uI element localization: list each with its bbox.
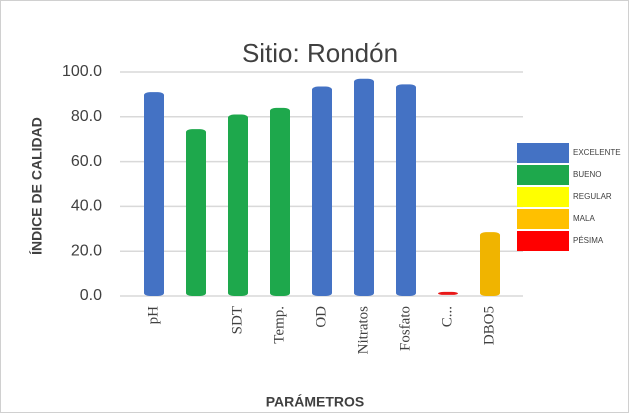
legend-label: PÉSIMA — [573, 236, 604, 245]
x-tick-label: Temp. — [271, 306, 287, 344]
x-tick-label: SDT — [229, 306, 245, 334]
bar — [396, 84, 416, 296]
bar — [354, 78, 374, 296]
legend-label: MALA — [573, 214, 595, 223]
x-tick-label: Fosfato — [397, 306, 413, 351]
x-tick-label: DBO5 — [481, 306, 497, 345]
legend-swatch — [517, 143, 569, 163]
x-tick-label: pH — [145, 306, 161, 325]
bar — [480, 232, 500, 296]
y-tick-label: 0.0 — [80, 287, 102, 304]
y-axis-label: ÍNDICE DE CALIDAD — [29, 117, 45, 255]
bar — [438, 291, 458, 295]
bar — [228, 114, 248, 296]
bar — [144, 92, 164, 296]
legend-label: EXCELENTE — [573, 148, 621, 157]
y-tick-label: 100.0 — [62, 63, 102, 80]
legend-swatch — [517, 231, 569, 251]
x-axis-label: PARÁMETROS — [266, 394, 365, 410]
x-tick-label: C... — [439, 306, 455, 327]
legend-swatch — [517, 209, 569, 229]
y-tick-label: 60.0 — [71, 153, 102, 170]
y-tick-label: 20.0 — [71, 242, 102, 259]
legend-label: REGULAR — [573, 192, 612, 201]
y-tick-label: 40.0 — [71, 198, 102, 215]
x-tick-label: Nitratos — [355, 306, 371, 354]
bar — [186, 129, 206, 296]
legend-swatch — [517, 165, 569, 185]
chart-title: Sitio: Rondón — [242, 38, 398, 68]
legend-label: BUENO — [573, 170, 601, 179]
bar — [270, 107, 290, 296]
legend-swatch — [517, 187, 569, 207]
bar — [312, 86, 332, 296]
x-tick-label: OD — [313, 306, 329, 328]
y-tick-label: 80.0 — [71, 108, 102, 125]
